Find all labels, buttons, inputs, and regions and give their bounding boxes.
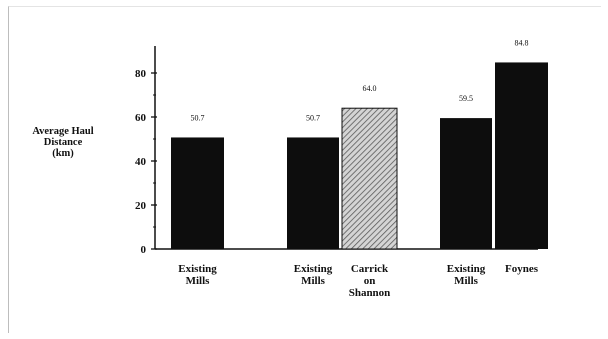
bar — [341, 107, 398, 250]
data-labels: 50.7 50.7 64.0 59.5 84.8 — [191, 38, 529, 122]
category-label: Existing — [447, 263, 486, 275]
category-labels: ExistingMillsExistingMillsCarrickonShann… — [178, 263, 538, 299]
y-ticks: 0 20 40 60 80 — [135, 68, 157, 256]
bar — [440, 118, 492, 249]
category-label: on — [364, 275, 376, 287]
data-label: 59.5 — [459, 94, 473, 103]
y-axis-label-line: (km) — [52, 148, 74, 159]
y-tick-label: 60 — [135, 112, 147, 124]
y-tick-label: 0 — [141, 244, 147, 256]
category-label: Carrick — [351, 263, 389, 275]
y-axis-label: Average Haul Distance (km) — [32, 126, 93, 159]
y-axis-label-line: Average Haul — [32, 126, 93, 137]
category-label: Existing — [178, 263, 217, 275]
data-label: 50.7 — [191, 113, 205, 122]
category-label: Foynes — [505, 263, 539, 275]
category-label: Mills — [454, 275, 479, 287]
y-tick-label: 20 — [135, 200, 147, 212]
y-tick-label: 40 — [135, 156, 147, 168]
bar — [495, 62, 548, 249]
data-label: 50.7 — [306, 113, 320, 122]
bars — [171, 62, 548, 250]
y-axis-label-line: Distance — [44, 137, 83, 148]
chart-frame — [8, 6, 601, 333]
y-tick-label: 80 — [135, 68, 147, 80]
category-label: Mills — [186, 275, 211, 287]
category-label: Shannon — [349, 287, 391, 299]
category-label: Existing — [294, 263, 333, 275]
bar — [171, 137, 224, 249]
data-label: 64.0 — [363, 84, 377, 93]
data-label: 84.8 — [515, 38, 529, 47]
category-label: Mills — [301, 275, 326, 287]
bar — [287, 137, 339, 249]
